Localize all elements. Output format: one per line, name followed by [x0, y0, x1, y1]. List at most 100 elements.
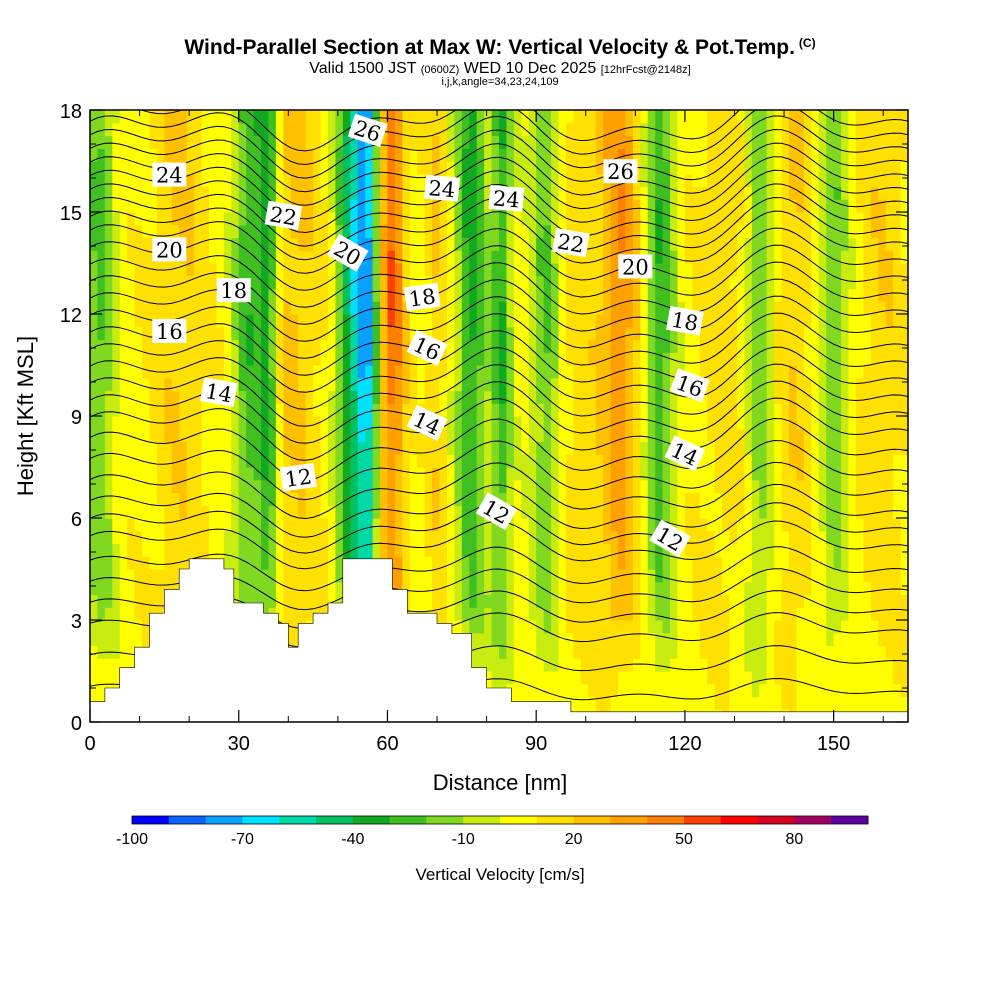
- field-cell: [357, 390, 374, 404]
- field-cell: [394, 110, 403, 124]
- colorbar-swatch: [463, 816, 501, 824]
- field-cell: [491, 339, 500, 353]
- field-cell: [164, 148, 188, 162]
- field-cell: [855, 416, 908, 430]
- field-cell: [766, 186, 775, 200]
- field-cell: [603, 530, 619, 545]
- field-cell: [640, 492, 649, 506]
- field-cell: [380, 212, 389, 226]
- field-cell: [565, 607, 612, 621]
- field-cell: [670, 122, 679, 137]
- field-cell: [208, 250, 225, 264]
- field-cell: [275, 594, 284, 608]
- field-cell: [811, 173, 820, 188]
- field-cell: [327, 479, 336, 494]
- field-cell: [491, 671, 515, 685]
- contour-label-bg: [649, 519, 691, 558]
- field-cell: [551, 390, 560, 404]
- field-cell: [424, 263, 433, 277]
- field-cell: [744, 301, 753, 315]
- field-cell: [461, 275, 470, 290]
- colorbar-swatch: [132, 816, 170, 824]
- field-cell: [774, 492, 783, 506]
- field-cell: [841, 352, 850, 366]
- colorbar-label: Vertical Velocity [cm/s]: [415, 865, 584, 884]
- field-cell: [394, 173, 403, 188]
- field-cell: [826, 199, 850, 213]
- field-cell: [774, 237, 783, 251]
- field-cell: [506, 645, 515, 659]
- field-cell: [432, 161, 441, 175]
- field-cell: [625, 505, 634, 519]
- field-cell: [662, 390, 671, 404]
- field-cell: [826, 632, 835, 647]
- field-cell: [736, 314, 745, 328]
- field-cell: [536, 365, 560, 379]
- field-cell: [781, 135, 790, 149]
- field-cell: [320, 173, 329, 188]
- field-cell: [662, 620, 671, 634]
- isentrope-line: [90, 156, 908, 220]
- field-cell: [327, 199, 336, 213]
- field-cell: [528, 301, 537, 315]
- field-cell: [283, 339, 299, 353]
- field-cell: [268, 135, 277, 149]
- field-cell: [551, 416, 560, 430]
- field-cell: [134, 212, 158, 226]
- field-cell: [796, 658, 894, 672]
- field-cell: [380, 365, 389, 379]
- field-cell: [655, 467, 664, 481]
- field-cell: [402, 365, 411, 379]
- field-cell: [112, 569, 121, 583]
- field-cell: [632, 352, 641, 366]
- field-cell: [655, 390, 664, 404]
- field-cell: [803, 365, 820, 379]
- field-cell: [305, 428, 322, 443]
- field-cell: [231, 390, 240, 404]
- colorbar-swatch: [352, 816, 390, 824]
- field-cell: [454, 518, 463, 532]
- field-cell: [246, 212, 262, 226]
- field-cell: [90, 620, 121, 634]
- field-cell: [781, 122, 790, 137]
- isentrope-line: [90, 183, 908, 247]
- field-cell: [432, 237, 441, 251]
- field-cell: [811, 377, 820, 392]
- field-cell: [342, 110, 351, 124]
- field-cell: [625, 339, 634, 353]
- field-cell: [104, 275, 113, 290]
- field-cell: [811, 263, 820, 277]
- field-cell: [283, 569, 329, 583]
- field-cell: [647, 377, 656, 392]
- field-cell: [870, 326, 908, 341]
- field-cell: [610, 479, 627, 494]
- field-cell: [625, 110, 634, 124]
- field-cell: [335, 110, 344, 124]
- contour-label-bg: [669, 368, 710, 403]
- field-cell: [870, 594, 908, 608]
- field-cell: [789, 454, 805, 468]
- field-cell: [142, 352, 225, 366]
- field-cell: [112, 556, 121, 570]
- field-cell: [617, 543, 627, 557]
- field-cell: [625, 186, 634, 200]
- field-cell: [558, 543, 567, 557]
- field-cell: [751, 543, 775, 557]
- field-cell: [617, 212, 627, 226]
- field-cell: [461, 237, 470, 251]
- field-cell: [513, 314, 530, 328]
- x-tick-label: 0: [84, 733, 95, 755]
- grid-info: i,j,k,angle=34,23,24,109: [441, 76, 559, 88]
- field-cell: [848, 543, 864, 557]
- field-cell: [394, 212, 403, 226]
- field-cell: [424, 492, 433, 506]
- field-cell: [446, 199, 455, 213]
- field-cell: [551, 173, 560, 188]
- field-cell: [387, 301, 396, 315]
- field-cell: [246, 173, 262, 188]
- field-cell: [610, 505, 627, 519]
- field-cell: [625, 212, 634, 226]
- field-cell: [774, 505, 783, 519]
- field-cell: [766, 569, 783, 583]
- field-cell: [454, 505, 463, 519]
